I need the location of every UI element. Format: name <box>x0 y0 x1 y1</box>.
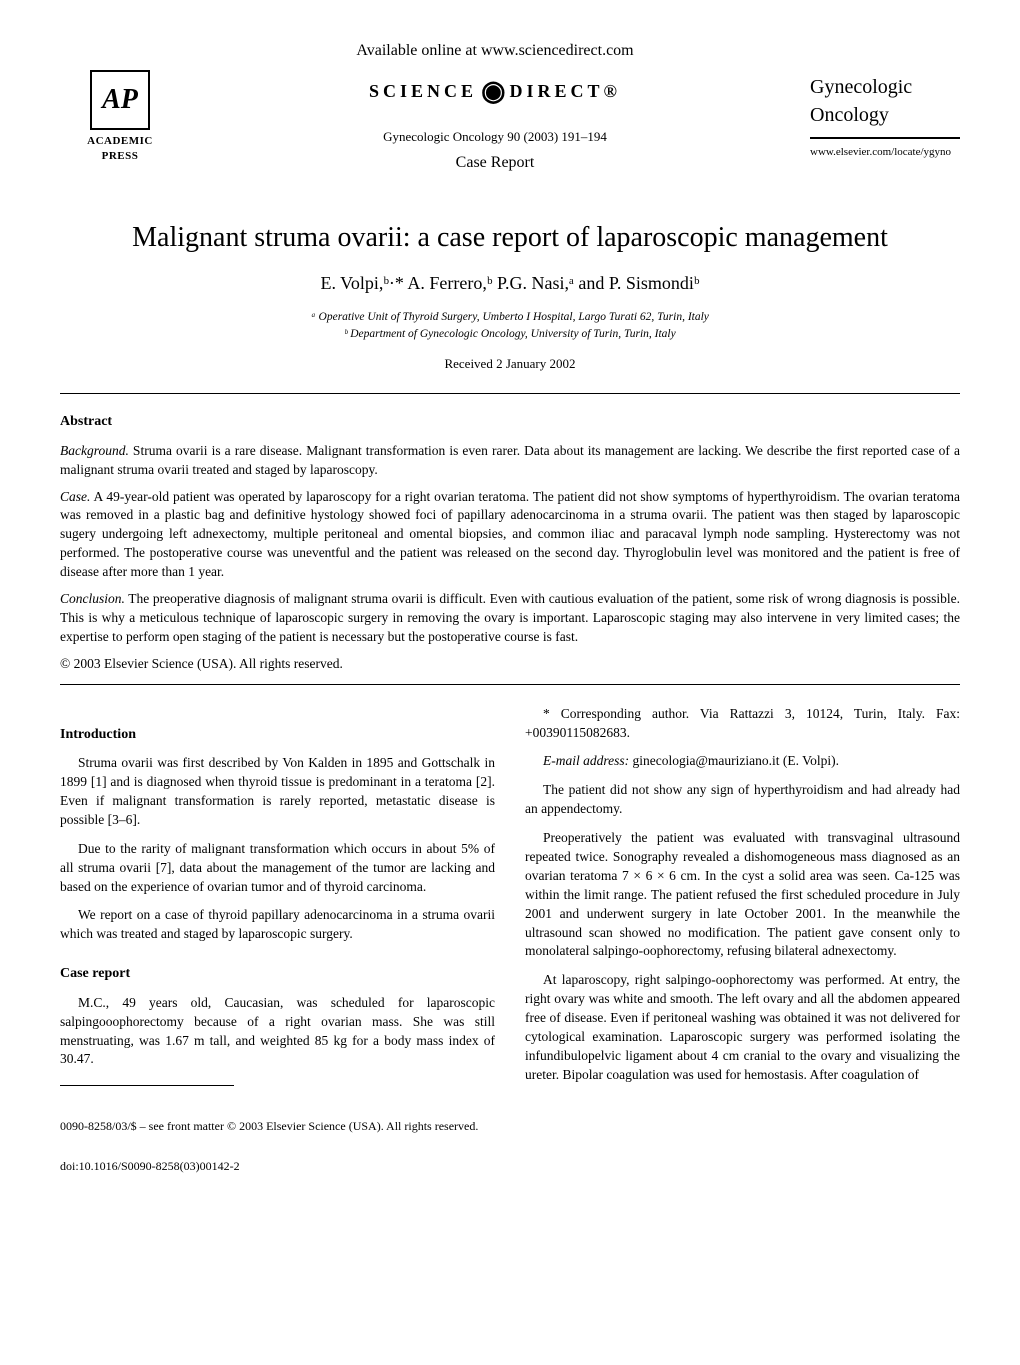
introduction-heading: Introduction <box>60 725 495 745</box>
case-para-2: The patient did not show any sign of hyp… <box>525 781 960 819</box>
footnote-rule <box>60 1085 234 1086</box>
body-columns: Introduction Struma ovarii was first des… <box>60 705 960 1094</box>
direct-label: DIRECT® <box>510 79 621 104</box>
affiliations: ᵃ Operative Unit of Thyroid Surgery, Umb… <box>60 309 960 344</box>
front-matter-line: 0090-8258/03/$ – see front matter © 2003… <box>60 1118 960 1135</box>
citation-line: Gynecologic Oncology 90 (2003) 191–194 <box>180 128 810 146</box>
intro-para-1: Struma ovarii was first described by Von… <box>60 754 495 830</box>
article-title: Malignant struma ovarii: a case report o… <box>60 218 960 257</box>
sciencedirect-icon: ◉ <box>481 72 505 111</box>
journal-box: Gynecologic Oncology www.elsevier.com/lo… <box>810 73 960 160</box>
journal-name: Gynecologic Oncology <box>810 73 960 139</box>
publisher-line1: ACADEMIC <box>87 135 153 147</box>
publisher-name: ACADEMIC PRESS <box>87 134 153 165</box>
abstract-background: Background. Struma ovarii is a rare dise… <box>60 442 960 480</box>
affiliation-a: ᵃ Operative Unit of Thyroid Surgery, Umb… <box>60 309 960 326</box>
rule-top <box>60 393 960 394</box>
affiliation-b: ᵇ Department of Gynecologic Oncology, Un… <box>60 326 960 343</box>
conclusion-label: Conclusion. <box>60 591 125 606</box>
center-header: Available online at www.sciencedirect.co… <box>180 40 810 194</box>
rule-bottom <box>60 684 960 685</box>
abstract-heading: Abstract <box>60 412 960 432</box>
available-online-text: Available online at www.sciencedirect.co… <box>180 40 810 62</box>
case-label: Case. <box>60 489 90 504</box>
academic-press-logo: AP <box>90 70 150 130</box>
page-header: AP ACADEMIC PRESS Available online at ww… <box>60 40 960 194</box>
case-para-3: Preoperatively the patient was evaluated… <box>525 829 960 961</box>
background-text: Struma ovarii is a rare disease. Maligna… <box>60 443 960 477</box>
background-label: Background. <box>60 443 129 458</box>
received-date: Received 2 January 2002 <box>60 355 960 373</box>
corresponding-footnote: * Corresponding author. Via Rattazzi 3, … <box>525 705 960 743</box>
authors-line: E. Volpi,ᵇ·* A. Ferrero,ᵇ P.G. Nasi,ᵃ an… <box>60 271 960 296</box>
abstract-copyright: © 2003 Elsevier Science (USA). All right… <box>60 655 960 674</box>
abstract-case: Case. A 49-year-old patient was operated… <box>60 488 960 582</box>
publisher-logo-block: AP ACADEMIC PRESS <box>60 70 180 165</box>
intro-para-3: We report on a case of thyroid papillary… <box>60 906 495 944</box>
conclusion-text: The preoperative diagnosis of malignant … <box>60 591 960 644</box>
publisher-line2: PRESS <box>102 150 139 162</box>
abstract-conclusion: Conclusion. The preoperative diagnosis o… <box>60 590 960 647</box>
science-label: SCIENCE <box>369 79 477 104</box>
case-para-4: At laparoscopy, right salpingo-oophorect… <box>525 971 960 1084</box>
article-type: Case Report <box>180 152 810 174</box>
case-para-1: M.C., 49 years old, Caucasian, was sched… <box>60 994 495 1070</box>
doi-line: doi:10.1016/S0090-8258(03)00142-2 <box>60 1158 960 1175</box>
logo-text: AP <box>102 80 138 119</box>
intro-para-2: Due to the rarity of malignant transform… <box>60 840 495 897</box>
email-footnote: E-mail address: ginecologia@mauriziano.i… <box>525 752 960 771</box>
case-report-heading: Case report <box>60 964 495 984</box>
science-direct-logo: SCIENCE ◉ DIRECT® <box>180 72 810 111</box>
case-text: A 49-year-old patient was operated by la… <box>60 489 960 580</box>
journal-url: www.elsevier.com/locate/ygyno <box>810 145 960 160</box>
email-value: ginecologia@mauriziano.it (E. Volpi). <box>629 753 839 768</box>
email-label: E-mail address: <box>543 753 629 768</box>
